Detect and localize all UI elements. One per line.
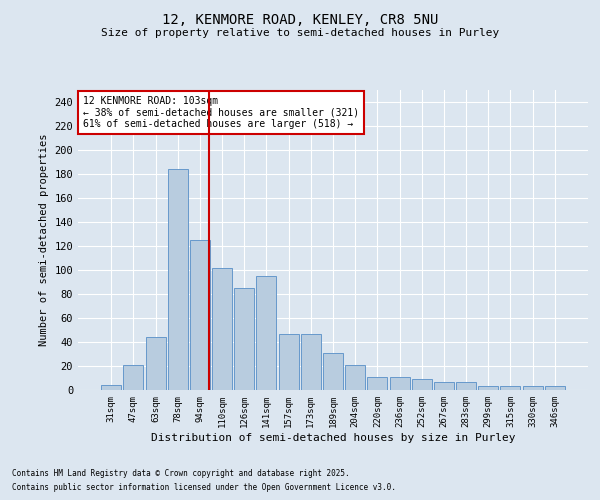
Bar [412, 379, 432, 390]
Bar [256, 276, 277, 390]
Bar [168, 169, 188, 390]
Text: Contains public sector information licensed under the Open Government Licence v3: Contains public sector information licen… [12, 484, 396, 492]
Bar [146, 337, 166, 390]
Bar [212, 268, 232, 390]
Y-axis label: Number of semi-detached properties: Number of semi-detached properties [39, 134, 49, 346]
Bar [367, 377, 388, 390]
Bar [434, 382, 454, 390]
Bar [478, 386, 498, 390]
X-axis label: Distribution of semi-detached houses by size in Purley: Distribution of semi-detached houses by … [151, 432, 515, 442]
Bar [234, 288, 254, 390]
Bar [456, 382, 476, 390]
Bar [101, 385, 121, 390]
Bar [190, 240, 210, 390]
Bar [523, 386, 542, 390]
Text: 12, KENMORE ROAD, KENLEY, CR8 5NU: 12, KENMORE ROAD, KENLEY, CR8 5NU [162, 12, 438, 26]
Text: Contains HM Land Registry data © Crown copyright and database right 2025.: Contains HM Land Registry data © Crown c… [12, 468, 350, 477]
Bar [389, 377, 410, 390]
Bar [278, 334, 299, 390]
Text: Size of property relative to semi-detached houses in Purley: Size of property relative to semi-detach… [101, 28, 499, 38]
Bar [323, 353, 343, 390]
Bar [124, 365, 143, 390]
Bar [545, 386, 565, 390]
Bar [345, 365, 365, 390]
Bar [301, 334, 321, 390]
Text: 12 KENMORE ROAD: 103sqm
← 38% of semi-detached houses are smaller (321)
61% of s: 12 KENMORE ROAD: 103sqm ← 38% of semi-de… [83, 96, 359, 129]
Bar [500, 386, 520, 390]
